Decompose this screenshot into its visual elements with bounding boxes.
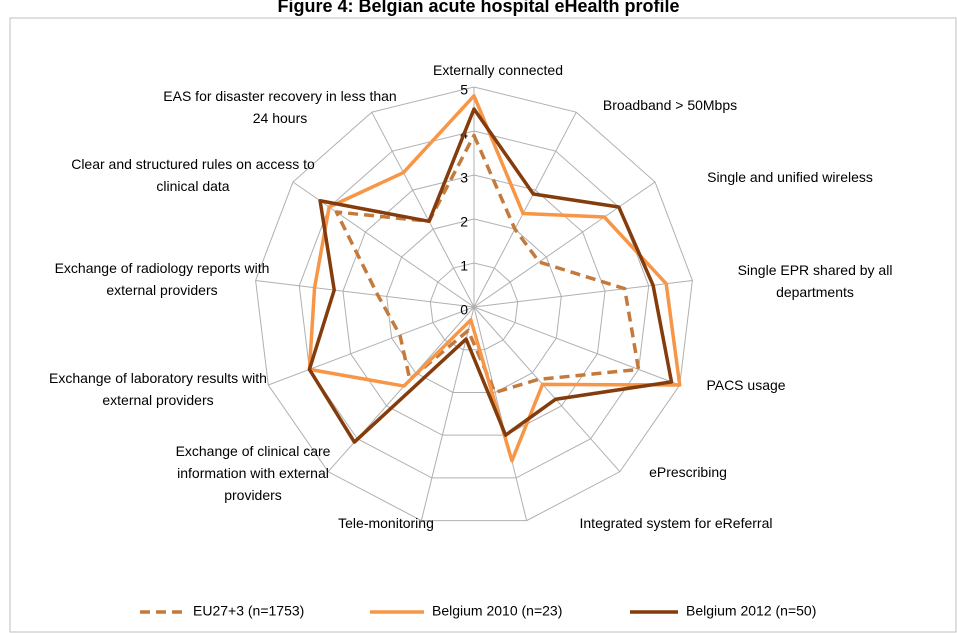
category-label: EAS for disaster recovery in less than 2…: [163, 88, 397, 126]
legend-label: Belgium 2012 (n=50): [686, 603, 816, 619]
category-label: Exchange of clinical care information wi…: [175, 443, 331, 503]
legend-label: EU27+3 (n=1753): [193, 603, 304, 619]
category-label: Integrated system for eReferral: [579, 515, 773, 531]
category-label: Broadband > 50Mbps: [602, 97, 738, 113]
spoke: [473, 306, 621, 473]
category-label: Exchange of laboratory results with exte…: [49, 370, 267, 408]
category-label: Externally connected: [433, 62, 563, 78]
grid-ring: [342, 174, 606, 436]
r-tick-label: 2: [460, 214, 468, 230]
r-tick-label: 0: [460, 302, 468, 318]
grid-ring: [429, 262, 519, 351]
chart-frame: [9, 17, 957, 633]
r-tick-label: 3: [460, 170, 468, 186]
series-line: [334, 133, 641, 395]
category-label: PACS usage: [706, 377, 786, 393]
category-label: Single and unified wireless: [707, 169, 873, 185]
spoke: [473, 279, 693, 308]
category-label: ePrescribing: [649, 464, 727, 480]
spoke: [473, 306, 528, 521]
category-label: Tele-monitoring: [338, 515, 434, 531]
r-tick-label: 5: [460, 82, 468, 98]
spoke: [420, 306, 475, 521]
legend-label: Belgium 2010 (n=23): [432, 603, 562, 619]
category-label: Exchange of radiology reports with exter…: [54, 260, 270, 298]
category-label: Single EPR shared by all departments: [737, 262, 893, 300]
spoke: [371, 111, 475, 308]
spoke: [473, 306, 680, 386]
series-line: [307, 107, 674, 444]
spoke: [473, 111, 577, 308]
r-tick-label: 1: [460, 258, 468, 274]
grid-ring: [255, 86, 693, 522]
spoke: [255, 279, 475, 308]
spoke: [473, 181, 656, 308]
series-line: [307, 94, 682, 463]
chart-title: Figure 4: Belgian acute hospital eHealth…: [277, 0, 680, 16]
spoke: [327, 306, 475, 473]
spoke: [268, 306, 475, 386]
category-label: Clear and structured rules on access to …: [71, 156, 315, 194]
